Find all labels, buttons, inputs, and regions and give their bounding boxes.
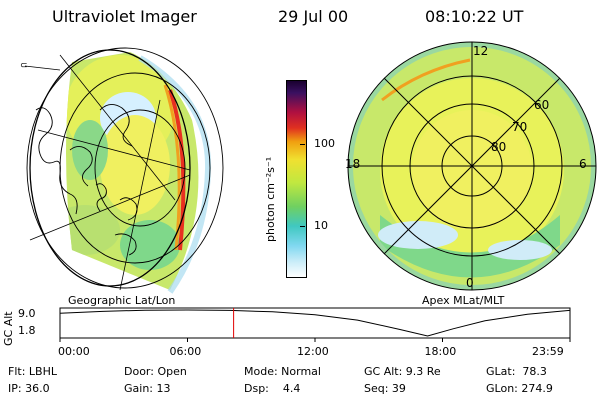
color-scale-tick-mark [300, 226, 305, 228]
status-ip: IP: 36.0 [8, 382, 50, 395]
status-glon: GLon: 274.9 [486, 382, 553, 395]
color-scale-tick-mark [300, 144, 305, 146]
orbit-altitude-curve [59, 309, 570, 337]
color-scale-bar [286, 80, 307, 278]
color-scale-tick-label: 100 [314, 137, 335, 151]
color-scale-tick-label: 10 [314, 219, 328, 233]
timeline-x-tick-label: 12:00 [297, 345, 329, 358]
mlt-label-dusk: 18 [345, 157, 361, 171]
status-mode: Mode: Normal [244, 365, 321, 378]
magnetic-caption: Apex MLat/MLT [422, 294, 505, 307]
status-gain: Gain: 13 [124, 382, 171, 395]
status-dsp: Dsp: 4.4 [244, 382, 301, 395]
observation-time: 08:10:22 UT [425, 7, 524, 26]
observation-date: 29 Jul 00 [278, 7, 349, 26]
mlat-label-70: 70 [512, 120, 528, 134]
mlt-label-noon: 12 [473, 44, 489, 58]
mlt-label-dawn: 6 [579, 157, 587, 171]
status-door: Door: Open [124, 365, 187, 378]
timeline-x-tick-label: 00:00 [58, 345, 90, 358]
timeline-x-tick-label: 06:00 [169, 345, 202, 358]
status-glat: GLat: 78.3 [486, 365, 547, 378]
page-title: Ultraviolet Imager [52, 7, 197, 26]
geographic-caption: Geographic Lat/Lon [68, 294, 176, 307]
timeline-y-tick-top: 9.0 [18, 307, 36, 320]
timeline-frame [59, 307, 571, 339]
status-gc-alt: GC Alt: 9.3 Re [364, 365, 441, 378]
color-scale-ticks: 100 10 [300, 80, 346, 276]
mlt-label-midnight: 0 [466, 276, 474, 290]
status-seq: Seq: 39 [364, 382, 406, 395]
timeline-x-tick-label: 23:59 [532, 345, 564, 358]
status-filter: Flt: LBHL [8, 365, 57, 378]
timeline-y-tick-bottom: 1.8 [18, 324, 36, 337]
svg-text:⊂: ⊂ [20, 61, 28, 71]
timeline-x-tick-label: 18:00 [424, 345, 457, 358]
mlat-label-80: 80 [491, 140, 507, 154]
mlat-label-60: 60 [534, 98, 550, 112]
timeline-x-tick-marks [59, 338, 571, 342]
